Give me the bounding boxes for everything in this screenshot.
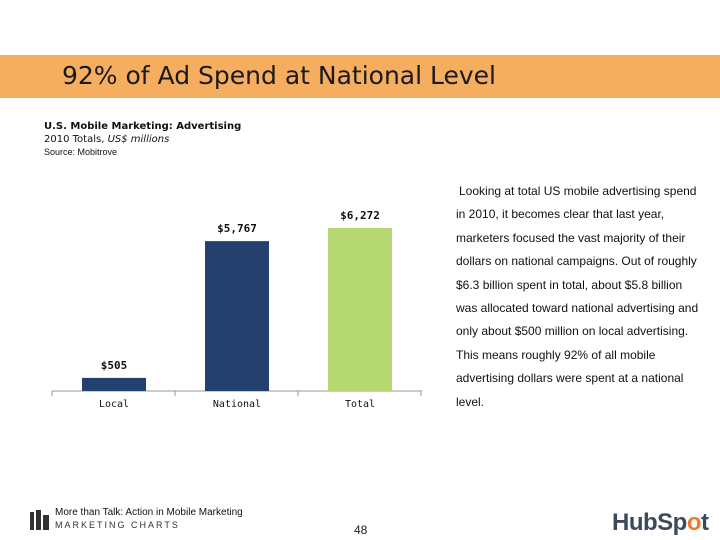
chart-source-title: U.S. Mobile Marketing: Advertising (44, 121, 242, 132)
data-label-total: $6,272 (340, 209, 380, 222)
tick-label-local: Local (99, 399, 129, 410)
chart-source-subtitle: 2010 Totals, US$ millions (44, 134, 169, 145)
footer-brand: MARKETING CHARTS (55, 520, 180, 530)
bar-total (328, 228, 392, 391)
chart-source-line: Source: Mobitrove (44, 147, 118, 157)
hubspot-logo-part: HubSp (612, 509, 687, 536)
page-title: 92% of Ad Spend at National Level (62, 61, 496, 90)
commentary: Looking at total US mobile advertising s… (456, 180, 706, 414)
data-label-local: $505 (101, 359, 128, 372)
page-number: 48 (354, 523, 368, 537)
bar-local (82, 377, 146, 391)
hubspot-logo: HubSpot (612, 509, 709, 537)
bar-national (205, 241, 269, 391)
tick-label-total: Total (345, 399, 375, 410)
tick-label-national: National (213, 399, 261, 410)
hubspot-logo-part-end: t (701, 509, 709, 536)
footer-tagline: More than Talk: Action in Mobile Marketi… (55, 507, 243, 518)
data-label-national: $5,767 (217, 222, 257, 235)
hubspot-logo-sprocket: o (686, 509, 702, 536)
title-bar (0, 55, 720, 98)
commentary-text: Looking at total US mobile advertising s… (456, 184, 699, 409)
marketingcharts-logo-icon (30, 510, 49, 530)
subtitle-units: US$ millions (107, 134, 170, 145)
subtitle-prefix: 2010 Totals, (44, 134, 108, 145)
